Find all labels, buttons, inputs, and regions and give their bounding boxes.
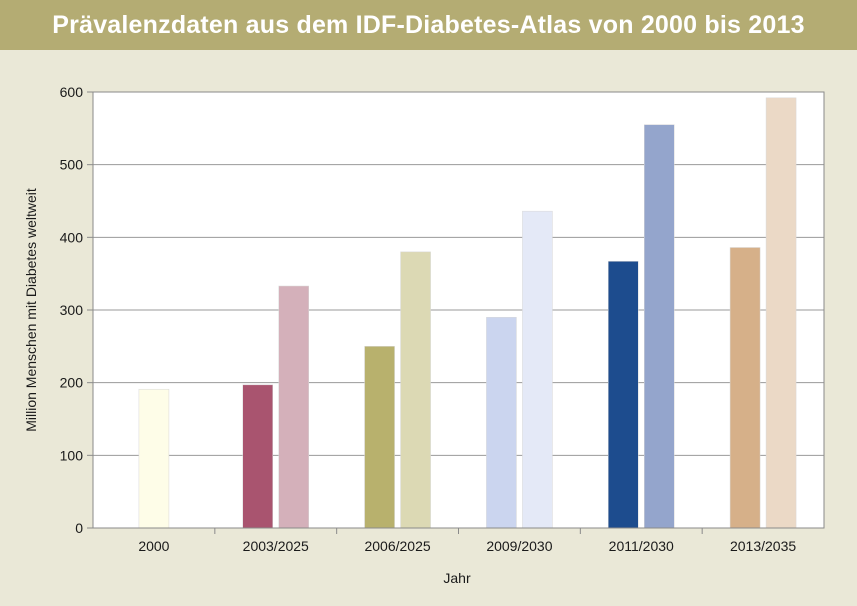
grid-lines [93, 164, 824, 456]
y-tick-label: 200 [60, 375, 84, 391]
bar [608, 261, 639, 529]
bars [138, 97, 797, 529]
bar [486, 317, 517, 529]
chart-panel: 0 100 200 300 400 500 600 2000 2003/2025 2006/20… [0, 50, 857, 606]
chart-title: Prävalenzdaten aus dem IDF-Diabetes-Atla… [52, 10, 805, 39]
x-tick-label: 2006/2025 [364, 538, 430, 554]
y-axis-ticks: 0 100 200 300 400 500 600 [60, 84, 93, 536]
bar [242, 384, 273, 529]
x-tick-label: 2013/2035 [730, 538, 796, 554]
y-tick-label: 0 [75, 520, 83, 536]
x-tick-label: 2011/2030 [609, 538, 674, 554]
x-tick-label: 2000 [138, 538, 169, 554]
y-tick-label: 500 [60, 157, 84, 173]
bar [278, 285, 309, 529]
bar-chart: 0 100 200 300 400 500 600 2000 2003/2025 2006/20… [23, 84, 825, 586]
plot-border [92, 91, 825, 529]
x-tick-label: 2003/2025 [243, 538, 309, 554]
y-tick-label: 400 [60, 229, 84, 245]
bar [729, 247, 761, 529]
bar [400, 251, 431, 529]
title-bar: Prävalenzdaten aus dem IDF-Diabetes-Atla… [0, 0, 857, 50]
bar [364, 346, 395, 529]
y-axis-label: Million Menschen mit Diabetes weltweit [23, 188, 39, 432]
x-axis-ticks: 2000 2003/2025 2006/2025 2009/2030 2011/2030… [138, 528, 796, 554]
bar [138, 388, 170, 529]
y-tick-label: 600 [60, 84, 84, 100]
y-tick-label: 300 [60, 302, 84, 318]
x-axis-label: Jahr [443, 570, 471, 586]
bar [644, 124, 675, 529]
bar [522, 210, 553, 529]
bar [765, 97, 797, 529]
y-tick-label: 100 [60, 447, 84, 463]
x-tick-label: 2009/2030 [486, 538, 552, 554]
